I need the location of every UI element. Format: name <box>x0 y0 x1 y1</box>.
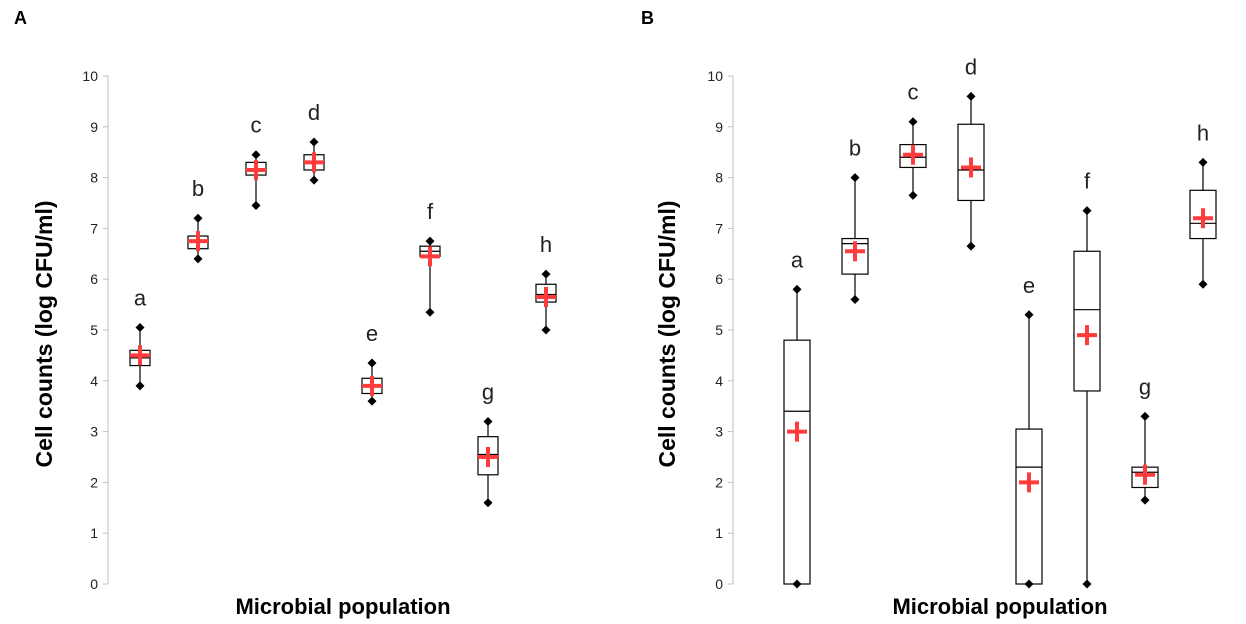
chart-a-group-h-min-marker <box>541 325 551 335</box>
chart-b-group-b-label: b <box>849 136 861 161</box>
chart-a-y-tick-label: 8 <box>90 170 98 186</box>
chart-b-group-a-box <box>783 339 811 585</box>
chart-b-group-g-label: g <box>1139 374 1151 399</box>
chart-b-group-e-label: e <box>1023 273 1035 298</box>
chart-b-group-f-max-marker <box>1082 206 1092 216</box>
chart-a-group-b-min-marker <box>193 254 203 264</box>
chart-b-x-axis-label: Microbial population <box>892 594 1107 619</box>
chart-b-y-tick-label: 5 <box>715 322 723 338</box>
chart-a-svg: A 0 1 2 3 4 5 6 7 8 9 10 Cell counts (log CFU/ml) Mic… <box>14 8 557 619</box>
chart-b-group-b-max-marker <box>850 173 860 183</box>
chart-a-group-f-label: f <box>427 199 434 224</box>
chart-a-group-g-max-marker <box>483 416 493 426</box>
chart-a-y-tick-label: 6 <box>90 271 98 287</box>
chart-a-y-tick-label: 1 <box>90 525 98 541</box>
chart-b-group-f-label: f <box>1084 169 1091 194</box>
chart-a-group-a-max-marker <box>135 322 145 332</box>
chart-b-group-c-label: c <box>908 80 919 105</box>
chart-a-group-c-max-marker <box>251 150 261 160</box>
chart-a-group-g-label: g <box>482 379 494 404</box>
chart-a-panel-label: A <box>14 8 27 28</box>
chart-b-group-h-max-marker <box>1198 157 1208 167</box>
chart-b-group-f-box <box>1073 250 1101 392</box>
chart-a-group-a-min-marker <box>135 381 145 391</box>
chart-b-y-tick-label: 2 <box>715 474 723 490</box>
chart-b-svg: B 0 1 2 3 4 5 6 7 8 9 10 Cell counts (log CFU/ml) Mic… <box>641 8 1217 619</box>
chart-a-y-tick-label: 5 <box>90 322 98 338</box>
chart-b-y-axis-label: Cell counts (log CFU/ml) <box>654 200 680 467</box>
chart-a-group-h-label: h <box>540 232 552 257</box>
chart-a-group-d-label: d <box>308 100 320 125</box>
chart-b-y-tick-label: 9 <box>715 119 723 135</box>
chart-a-group-h-max-marker <box>541 269 551 279</box>
chart-a-group-b-label: b <box>192 176 204 201</box>
chart-b-y-tick-label: 4 <box>715 373 723 389</box>
chart-a-group-e-max-marker <box>367 358 377 368</box>
chart-b-y-tick-label: 6 <box>715 271 723 287</box>
chart-b-group-d-min-marker <box>966 241 976 251</box>
chart-a-y-tick-label: 7 <box>90 220 98 236</box>
chart-b-panel-label: B <box>641 8 654 28</box>
chart-a-group-e-label: e <box>366 321 378 346</box>
chart-a-y-tick-label: 4 <box>90 373 98 389</box>
chart-b-y-tick-label: 1 <box>715 525 723 541</box>
chart-a-y-tick-label: 0 <box>90 576 98 592</box>
chart-b-y-tick-label: 8 <box>715 170 723 186</box>
chart-b-group-g-min-marker <box>1140 495 1150 505</box>
chart-b-y-tick-label: 7 <box>715 220 723 236</box>
chart-a-group-a-label: a <box>134 285 147 310</box>
chart-b-group-e-box <box>1015 428 1043 585</box>
chart-b-group-d-max-marker <box>966 91 976 101</box>
chart-panel-a: A 0 1 2 3 4 5 6 7 8 9 10 Cell counts (log CFU/ml) Mic… <box>14 8 557 619</box>
chart-b-y-tick-label: 10 <box>707 68 723 84</box>
chart-b-group-g-max-marker <box>1140 411 1150 421</box>
chart-a-group-g-min-marker <box>483 498 493 508</box>
chart-b-group-e-max-marker <box>1024 310 1034 320</box>
chart-a-group-c-min-marker <box>251 201 261 211</box>
chart-b-group-e-min-marker <box>1024 579 1034 589</box>
chart-b-group-a-label: a <box>791 247 804 272</box>
chart-a-group-e-min-marker <box>367 396 377 406</box>
chart-a-y-axis-label: Cell counts (log CFU/ml) <box>31 200 57 467</box>
chart-b-group-f-min-marker <box>1082 579 1092 589</box>
chart-b-y-tick-label: 0 <box>715 576 723 592</box>
chart-a-y-tick-label: 9 <box>90 119 98 135</box>
chart-b-group-c-max-marker <box>908 117 918 127</box>
chart-a-group-d-max-marker <box>309 137 319 147</box>
chart-panel-b: B 0 1 2 3 4 5 6 7 8 9 10 Cell counts (log CFU/ml) Mic… <box>623 0 1246 624</box>
chart-a-y-tick-label: 2 <box>90 474 98 490</box>
chart-a-group-f-min-marker <box>425 307 435 317</box>
chart-a-x-axis-label: Microbial population <box>235 594 450 619</box>
chart-b-group-h-label: h <box>1197 120 1209 145</box>
chart-a-group-b-max-marker <box>193 213 203 223</box>
chart-b-group-c-min-marker <box>908 190 918 200</box>
chart-a-group-f-max-marker <box>425 236 435 246</box>
chart-b-group-b-min-marker <box>850 295 860 305</box>
chart-a-group-d-min-marker <box>309 175 319 185</box>
chart-b-group-a-max-marker <box>792 284 802 294</box>
chart-a-group-c-label: c <box>251 113 262 138</box>
chart-a-y-tick-label: 10 <box>82 68 98 84</box>
chart-b-group-d-label: d <box>965 54 977 79</box>
chart-b-group-h-min-marker <box>1198 279 1208 289</box>
chart-b-group-a-min-marker <box>792 579 802 589</box>
chart-a-y-tick-label: 3 <box>90 424 98 440</box>
chart-b-y-tick-label: 3 <box>715 424 723 440</box>
